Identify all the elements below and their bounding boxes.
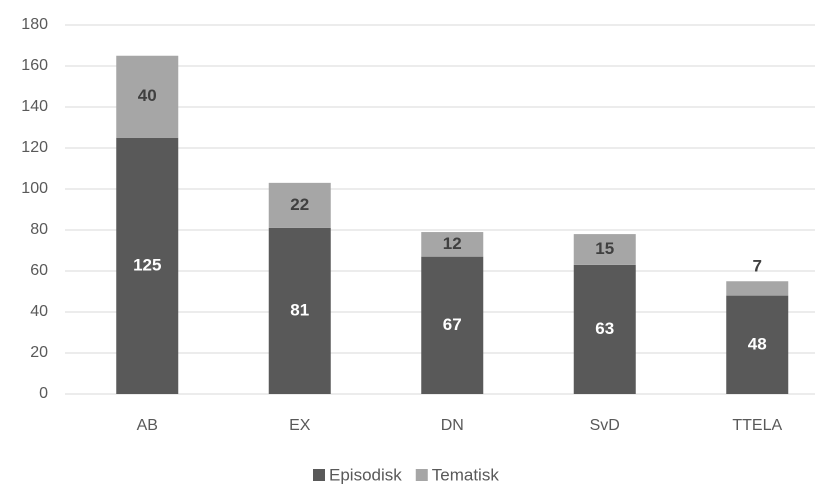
y-tick-label: 140 — [21, 98, 48, 115]
legend-swatch — [415, 469, 428, 481]
legend-swatch — [313, 469, 325, 481]
y-tick-label: 0 — [39, 385, 48, 402]
value-label: 7 — [753, 257, 762, 276]
x-tick-label: DN — [441, 417, 464, 434]
x-tick-label: TTELA — [732, 417, 782, 434]
value-label: 40 — [138, 86, 157, 105]
y-tick-label: 40 — [30, 303, 48, 320]
value-label: 67 — [443, 315, 462, 334]
y-tick-label: 20 — [30, 344, 48, 361]
x-tick-label: SvD — [590, 417, 620, 434]
bar-segment — [726, 295, 789, 394]
value-label: 48 — [748, 334, 767, 353]
x-tick-label: AB — [137, 417, 158, 434]
bar-segment — [116, 55, 179, 138]
bar-segment — [573, 234, 636, 265]
x-tick-label: EX — [289, 417, 311, 434]
bar-segment — [421, 232, 484, 257]
y-tick-label: 80 — [30, 221, 48, 238]
y-tick-label: 180 — [21, 16, 48, 33]
bar-segment — [573, 264, 636, 394]
y-tick-label: 120 — [21, 139, 48, 156]
value-label: 63 — [595, 319, 614, 338]
legend-label: Episodisk — [329, 465, 402, 484]
bar-segment — [268, 227, 331, 394]
bar-segment — [726, 281, 789, 296]
y-tick-label: 60 — [30, 262, 48, 279]
legend-label: Tematisk — [432, 465, 500, 484]
bar-segment — [421, 256, 484, 394]
y-tick-label: 100 — [21, 180, 48, 197]
value-label: 15 — [595, 239, 614, 258]
bar-segment — [116, 137, 179, 394]
value-label: 22 — [290, 195, 309, 214]
value-label: 12 — [443, 234, 462, 253]
value-label: 81 — [290, 300, 309, 319]
value-label: 125 — [133, 255, 161, 274]
y-tick-label: 160 — [21, 57, 48, 74]
bar-segment — [268, 182, 331, 228]
